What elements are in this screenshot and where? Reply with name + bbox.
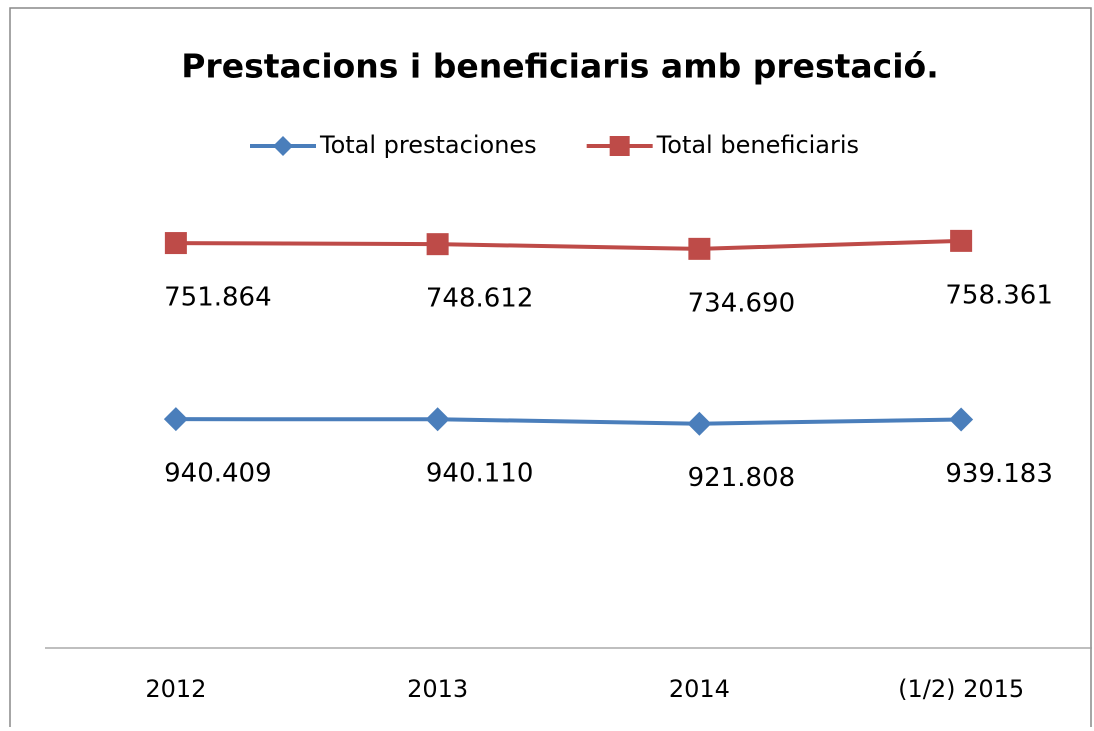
chart-frame bbox=[9, 7, 1092, 731]
data-label: 758.361 bbox=[945, 280, 1053, 310]
data-label: 734.690 bbox=[688, 288, 796, 318]
marker bbox=[688, 237, 711, 260]
data-label: 940.110 bbox=[426, 459, 534, 489]
legend-label: Total prestaciones bbox=[319, 131, 537, 159]
series-line bbox=[175, 238, 962, 251]
x-tick-label: 2014 bbox=[669, 675, 730, 703]
data-label: 939.183 bbox=[945, 459, 1053, 489]
data-label: 748.612 bbox=[426, 284, 534, 314]
data-label: 921.808 bbox=[688, 463, 796, 493]
marker bbox=[426, 233, 449, 256]
legend-marker bbox=[609, 136, 630, 156]
data-label: 940.409 bbox=[164, 459, 272, 489]
marker bbox=[164, 232, 187, 255]
x-tick-label: 2013 bbox=[407, 675, 468, 703]
chart-title: Prestacions i beneficiaris amb prestació… bbox=[181, 47, 939, 86]
marker bbox=[949, 407, 974, 432]
x-tick-label: 2012 bbox=[145, 675, 206, 703]
series-line bbox=[175, 417, 962, 426]
marker bbox=[163, 407, 188, 432]
marker bbox=[425, 407, 450, 432]
legend-marker bbox=[273, 136, 293, 156]
data-label: 751.864 bbox=[164, 283, 272, 313]
marker bbox=[950, 229, 973, 252]
x-tick-label: (1/2) 2015 bbox=[898, 675, 1024, 703]
marker bbox=[687, 411, 712, 436]
legend-label: Total beneficiaris bbox=[656, 131, 859, 159]
